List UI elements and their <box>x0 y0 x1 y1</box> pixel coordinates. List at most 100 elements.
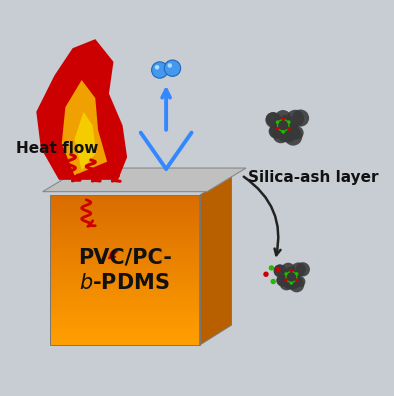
Circle shape <box>281 119 294 131</box>
Polygon shape <box>50 303 200 305</box>
Circle shape <box>280 277 293 290</box>
Polygon shape <box>50 225 200 228</box>
Polygon shape <box>50 295 200 298</box>
Circle shape <box>276 120 279 124</box>
Polygon shape <box>50 208 200 210</box>
Polygon shape <box>50 200 200 203</box>
Circle shape <box>284 270 298 284</box>
Circle shape <box>295 272 298 276</box>
Polygon shape <box>50 287 200 290</box>
Circle shape <box>292 110 309 127</box>
Polygon shape <box>50 327 200 330</box>
Polygon shape <box>200 175 232 345</box>
Polygon shape <box>50 243 200 245</box>
Circle shape <box>279 119 295 135</box>
Polygon shape <box>36 39 127 180</box>
Circle shape <box>276 127 279 130</box>
Polygon shape <box>50 337 200 340</box>
Circle shape <box>275 110 291 127</box>
Polygon shape <box>50 298 200 300</box>
Polygon shape <box>50 263 200 265</box>
Circle shape <box>152 62 168 78</box>
Circle shape <box>294 276 305 287</box>
Text: Silica-ash layer: Silica-ash layer <box>248 170 378 185</box>
Circle shape <box>281 263 295 276</box>
Polygon shape <box>50 233 200 235</box>
Polygon shape <box>50 238 200 240</box>
Circle shape <box>286 270 297 281</box>
Polygon shape <box>74 112 96 171</box>
Polygon shape <box>50 240 200 243</box>
Polygon shape <box>50 220 200 223</box>
Circle shape <box>167 63 172 68</box>
Polygon shape <box>50 318 200 320</box>
Polygon shape <box>50 255 200 258</box>
Polygon shape <box>50 230 200 233</box>
Polygon shape <box>50 320 200 323</box>
Polygon shape <box>50 308 200 310</box>
Polygon shape <box>50 198 200 200</box>
Circle shape <box>155 65 159 70</box>
Polygon shape <box>50 293 200 295</box>
Polygon shape <box>50 290 200 293</box>
Polygon shape <box>50 203 200 205</box>
Polygon shape <box>50 270 200 273</box>
Circle shape <box>271 279 276 284</box>
Circle shape <box>274 265 285 276</box>
Circle shape <box>275 267 281 272</box>
Polygon shape <box>50 283 200 285</box>
Polygon shape <box>50 245 200 248</box>
Circle shape <box>273 127 289 143</box>
Circle shape <box>283 128 296 141</box>
Polygon shape <box>50 218 200 220</box>
Polygon shape <box>50 278 200 280</box>
Circle shape <box>289 274 302 286</box>
Circle shape <box>284 128 302 146</box>
Circle shape <box>288 277 299 288</box>
Circle shape <box>287 127 291 130</box>
Circle shape <box>284 278 288 282</box>
Polygon shape <box>50 228 200 230</box>
Polygon shape <box>50 258 200 260</box>
Polygon shape <box>50 325 200 327</box>
Circle shape <box>283 274 296 287</box>
Circle shape <box>263 272 269 277</box>
Polygon shape <box>43 168 246 192</box>
Circle shape <box>286 110 304 128</box>
Circle shape <box>284 277 296 289</box>
Circle shape <box>289 277 304 292</box>
Polygon shape <box>50 195 200 198</box>
Circle shape <box>285 267 296 278</box>
Polygon shape <box>50 275 200 278</box>
Circle shape <box>277 274 290 287</box>
Polygon shape <box>50 340 200 343</box>
Circle shape <box>276 274 288 286</box>
Polygon shape <box>50 333 200 335</box>
Text: PVC/PC-
$b$-PDMS: PVC/PC- $b$-PDMS <box>78 248 172 293</box>
Circle shape <box>269 123 285 139</box>
Polygon shape <box>50 335 200 337</box>
Polygon shape <box>50 210 200 213</box>
Polygon shape <box>50 315 200 318</box>
Circle shape <box>266 112 281 128</box>
Circle shape <box>279 124 297 143</box>
Circle shape <box>269 124 283 139</box>
Circle shape <box>287 120 291 124</box>
Circle shape <box>273 265 287 278</box>
Polygon shape <box>50 330 200 333</box>
Circle shape <box>279 115 292 128</box>
Circle shape <box>289 277 299 287</box>
Circle shape <box>281 117 285 121</box>
Polygon shape <box>50 248 200 250</box>
Circle shape <box>284 272 288 276</box>
Circle shape <box>290 126 304 139</box>
Circle shape <box>281 130 285 134</box>
Circle shape <box>284 123 299 139</box>
Circle shape <box>269 265 274 270</box>
Polygon shape <box>50 253 200 255</box>
Circle shape <box>284 128 296 140</box>
Circle shape <box>291 263 306 277</box>
Circle shape <box>277 123 293 139</box>
Polygon shape <box>50 223 200 225</box>
Circle shape <box>290 282 293 285</box>
